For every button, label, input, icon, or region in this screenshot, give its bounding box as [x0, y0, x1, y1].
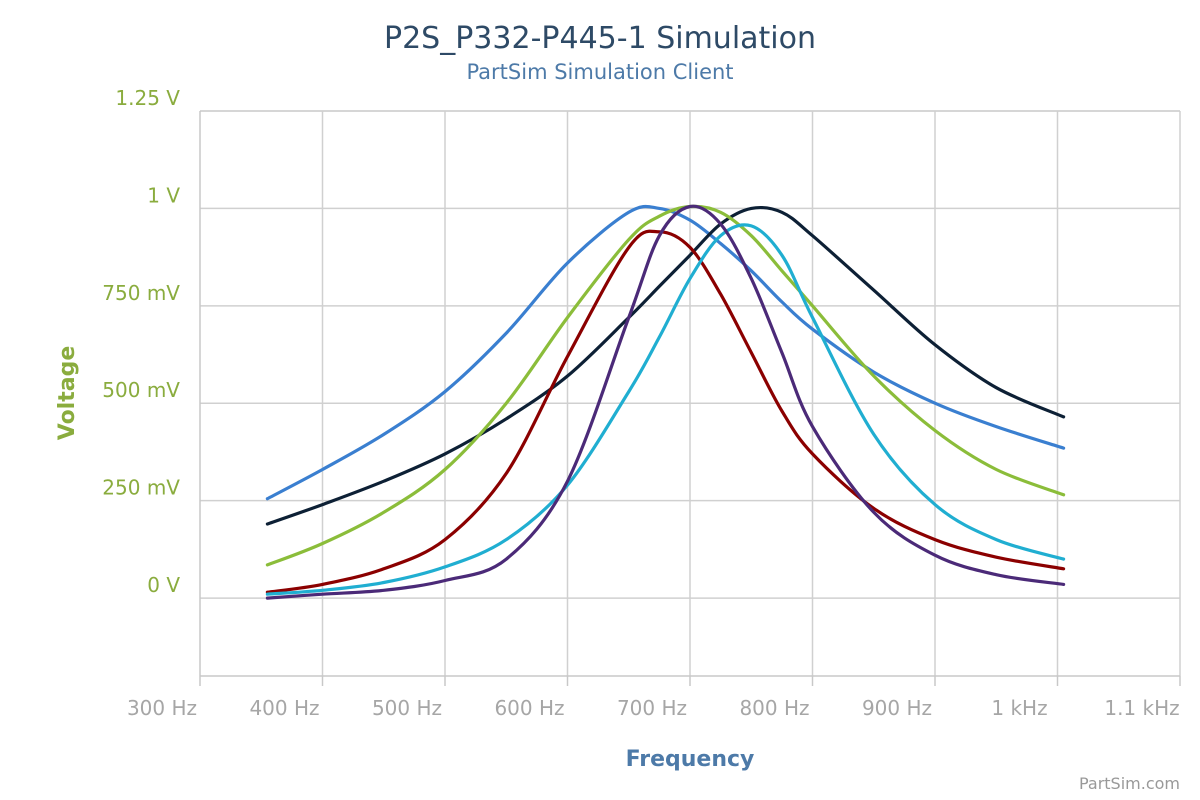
- y-tick-label: 1.25 V: [115, 86, 180, 110]
- x-tick-label: 300 Hz: [127, 696, 197, 720]
- grid-lines: [200, 110, 1181, 676]
- series-lines: [265, 204, 1066, 600]
- chart-subtitle: PartSim Simulation Client: [466, 60, 733, 84]
- x-tick-label: 400 Hz: [249, 696, 319, 720]
- x-axis-tick-labels: 300 Hz 400 Hz 500 Hz 600 Hz 700 Hz 800 Hz 900 …: [127, 696, 1180, 720]
- x-tick-label: 700 Hz: [617, 696, 687, 720]
- x-tick-label: 500 Hz: [372, 696, 442, 720]
- series-line-4: [265, 229, 1066, 594]
- y-tick-label: 500 mV: [102, 378, 180, 402]
- series-line-5: [265, 223, 1066, 596]
- x-tick-label: 1 kHz: [991, 696, 1047, 720]
- x-tick-label: 1.1 kHz: [1104, 696, 1179, 720]
- y-axis-label: Voltage: [55, 346, 80, 441]
- series-line-2: [265, 205, 1066, 526]
- chart-title: P2S_P332-P445-1 Simulation: [384, 21, 816, 56]
- series-line-6: [265, 204, 1066, 600]
- x-tick-label: 600 Hz: [494, 696, 564, 720]
- x-axis-label: Frequency: [626, 747, 755, 772]
- x-tick-label: 900 Hz: [862, 696, 932, 720]
- y-tick-label: 750 mV: [102, 281, 180, 305]
- y-tick-label: 250 mV: [102, 476, 180, 500]
- axes: [199, 111, 1181, 686]
- y-tick-label: 0 V: [147, 573, 180, 597]
- y-axis-tick-labels: 0 V 250 mV 500 mV 750 mV 1 V 1.25 V: [102, 86, 180, 597]
- partsim-credit: PartSim.com: [1079, 774, 1180, 793]
- y-tick-label: 1 V: [147, 183, 180, 207]
- x-tick-label: 800 Hz: [739, 696, 809, 720]
- series-line-1: [265, 204, 1066, 501]
